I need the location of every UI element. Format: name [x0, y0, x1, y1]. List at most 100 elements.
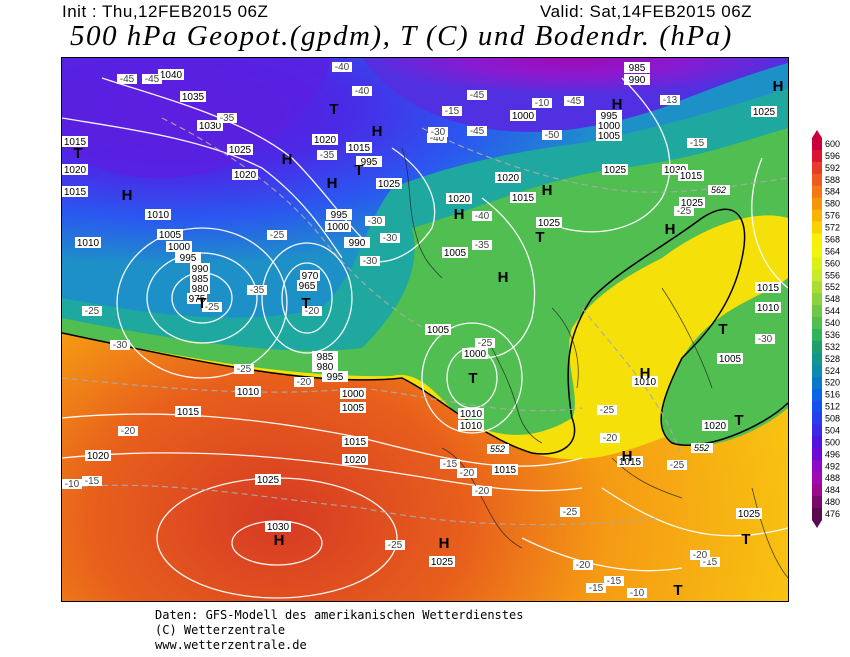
- isobar-label: 985: [192, 274, 209, 285]
- temp-label: -45: [470, 90, 485, 101]
- isobar-label: 1020: [87, 451, 110, 462]
- low-pressure-marker: T: [73, 145, 82, 162]
- colorbar-swatch: [812, 352, 822, 366]
- isobar-label: 1015: [757, 283, 780, 294]
- high-pressure-marker: H: [542, 182, 553, 199]
- colorbar-level-label: 480: [825, 497, 840, 507]
- isobar-label: 1000: [342, 389, 365, 400]
- colorbar-level-label: 508: [825, 414, 840, 424]
- colorbar-swatch: [812, 173, 822, 187]
- colorbar-level-label: 476: [825, 509, 840, 519]
- isobar-label: 1000: [512, 111, 535, 122]
- colorbar-level-label: 492: [825, 461, 840, 471]
- colorbar-level-label: 544: [825, 306, 840, 316]
- low-pressure-marker: T: [734, 412, 743, 429]
- temp-label: -25: [600, 405, 615, 416]
- high-pressure-marker: H: [439, 535, 450, 552]
- colorbar-level-label: 484: [825, 485, 840, 495]
- colorbar-swatch: [812, 269, 822, 282]
- isobar-label: 1015: [512, 193, 535, 204]
- isobar-label: 990: [349, 238, 366, 249]
- isobar-label: 1015: [619, 457, 642, 468]
- isobar-label: 1025: [604, 165, 627, 176]
- isobar-label: 980: [192, 284, 209, 295]
- low-pressure-marker: T: [197, 295, 206, 312]
- low-pressure-marker: T: [535, 229, 544, 246]
- footer-website: www.wetterzentrale.de: [155, 638, 307, 652]
- map-title: 500 hPa Geopot.(gpdm), T (C) und Bodendr…: [70, 20, 733, 52]
- high-pressure-marker: H: [665, 221, 676, 238]
- temp-label: -20: [576, 560, 591, 571]
- high-pressure-marker: H: [773, 78, 784, 95]
- isobar-label: 970: [302, 271, 319, 282]
- colorbar-swatch: [812, 364, 822, 378]
- temp-label: -20: [603, 433, 618, 444]
- isobar-label: 1015: [344, 437, 367, 448]
- colorbar-swatch: [812, 197, 822, 211]
- colorbar-level-label: 496: [825, 449, 840, 459]
- isobar-label: 1010: [757, 303, 780, 314]
- isobar-label: 1020: [344, 455, 367, 466]
- colorbar-level-label: 572: [825, 223, 840, 233]
- isobar-label: 1030: [664, 165, 687, 176]
- high-pressure-marker: H: [274, 532, 285, 549]
- colorbar-level-label: 516: [825, 390, 840, 400]
- temp-label: -15: [443, 459, 458, 470]
- isobar-label: 975: [189, 294, 206, 305]
- temp-label: -25: [270, 230, 285, 241]
- low-pressure-marker: T: [718, 321, 727, 338]
- high-pressure-marker: H: [498, 269, 509, 286]
- temp-label: -15: [607, 576, 622, 587]
- colorbar-level-label: 504: [825, 425, 840, 435]
- colorbar-swatch: [812, 293, 822, 306]
- colorbar-swatch: [812, 281, 822, 294]
- temp-label: -15: [690, 138, 705, 149]
- colorbar-level-label: 588: [825, 175, 840, 185]
- temp-label: -20: [305, 306, 320, 317]
- isobar-label: 1015: [177, 407, 200, 418]
- colorbar-bottom-arrow: [812, 520, 822, 528]
- colorbar-level-label: 540: [825, 318, 840, 328]
- isobar-label: 1025: [229, 145, 252, 156]
- colorbar-swatch: [812, 138, 822, 151]
- colorbar-swatch: [812, 496, 822, 509]
- high-pressure-marker: H: [454, 206, 465, 223]
- colorbar-level-label: 600: [825, 139, 840, 149]
- isobar-label: 995: [361, 157, 378, 168]
- colorbar-swatch: [812, 472, 822, 485]
- temp-label: -20: [460, 468, 475, 479]
- isobar-label: 1005: [598, 131, 621, 142]
- colorbar-level-label: 568: [825, 234, 840, 244]
- colorbar-level-label: 596: [825, 151, 840, 161]
- colorbar-swatch: [812, 317, 822, 330]
- high-pressure-marker: H: [372, 123, 383, 140]
- isobar-label: 1005: [444, 248, 467, 259]
- temp-label: -25: [237, 364, 252, 375]
- isobar-label: 1020: [64, 165, 87, 176]
- height-label: 552: [490, 444, 505, 454]
- temp-label: -13: [663, 95, 678, 106]
- colorbar-level-label: 524: [825, 366, 840, 376]
- colorbar: 600 596 592 588 584 580 576 572 568 564 560 556 552 5…: [812, 130, 850, 530]
- colorbar-level-label: 500: [825, 437, 840, 447]
- isobar-label: 980: [317, 362, 334, 373]
- colorbar-level-label: 576: [825, 211, 840, 221]
- temp-label: -25: [478, 338, 493, 349]
- temp-label: -40: [335, 62, 350, 73]
- isobar-label: 1025: [257, 475, 280, 486]
- low-pressure-marker: T: [329, 101, 338, 118]
- isobar-label: 1000: [168, 242, 191, 253]
- temp-label: -30: [363, 256, 378, 267]
- isobar-label: 1025: [538, 218, 561, 229]
- temp-label: -10: [630, 588, 645, 599]
- colorbar-level-label: 584: [825, 187, 840, 197]
- isobar-label: 995: [327, 372, 344, 383]
- colorbar-swatch: [812, 448, 822, 461]
- high-pressure-marker: H: [327, 175, 338, 192]
- height-label: 552: [694, 443, 709, 453]
- temp-label: -25: [677, 206, 692, 217]
- temp-label: -50: [545, 130, 560, 141]
- isobar-label: 1020: [497, 173, 520, 184]
- temp-label: -10: [535, 98, 550, 109]
- isobar-label: 1020: [704, 421, 727, 432]
